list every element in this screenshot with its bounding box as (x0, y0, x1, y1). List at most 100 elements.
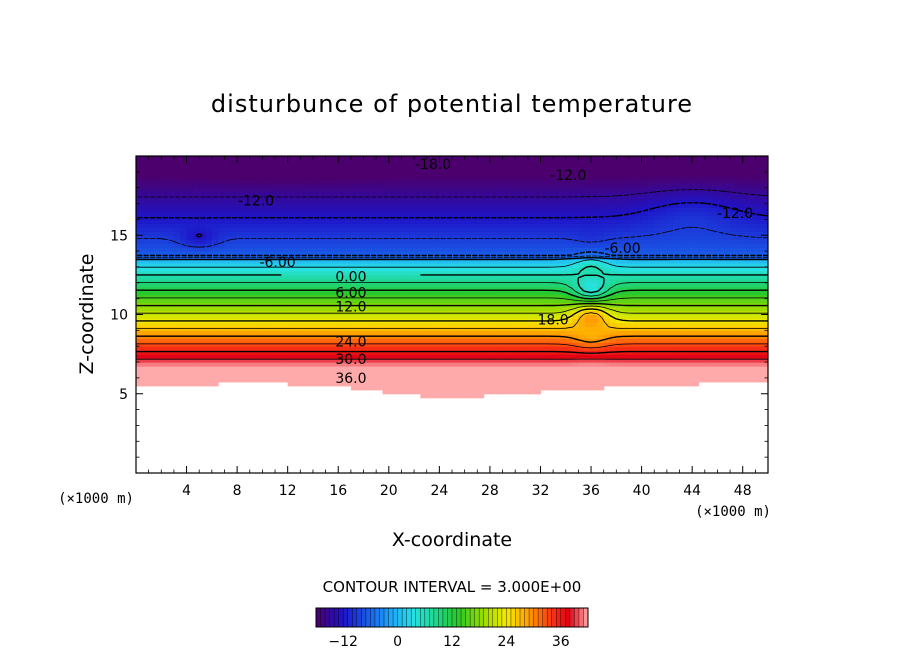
field-cell (294, 195, 301, 201)
field-cell (401, 175, 409, 181)
field-cell (426, 373, 434, 379)
field-cell (464, 350, 472, 355)
field-cell (426, 199, 434, 205)
field-cell (161, 294, 169, 300)
field-cell (414, 298, 421, 304)
field-cell (148, 175, 156, 181)
field-cell (610, 286, 617, 292)
field-cell (142, 354, 150, 359)
field-cell (483, 389, 491, 395)
field-cell (319, 187, 327, 193)
field-cell (591, 199, 598, 205)
field-cell (218, 171, 226, 177)
field-cell (224, 278, 232, 284)
field-cell (534, 231, 542, 236)
field-cell (136, 243, 143, 248)
field-cell (369, 294, 377, 300)
field-cell (565, 223, 573, 228)
field-cell (401, 195, 409, 201)
field-cell (565, 231, 573, 236)
field-cell (388, 199, 396, 205)
field-cell (515, 385, 523, 391)
field-cell (483, 219, 491, 224)
field-cell (395, 322, 403, 327)
field-cell (294, 294, 301, 300)
field-cell (256, 247, 263, 252)
field-cell (249, 366, 257, 371)
field-cell (597, 278, 605, 284)
field-cell (553, 251, 561, 256)
field-cell (654, 314, 662, 320)
field-cell (515, 322, 523, 327)
field-cell (540, 274, 548, 280)
field-cell (458, 294, 466, 300)
field-cell (331, 366, 339, 371)
field-cell (622, 227, 630, 232)
field-cell (230, 354, 238, 359)
field-cell (464, 163, 472, 169)
field-cell (477, 247, 485, 252)
field-cell (414, 381, 421, 387)
field-cell (331, 156, 339, 161)
field-cell (154, 159, 162, 165)
field-cell (275, 266, 282, 272)
field-cell (477, 290, 485, 296)
field-cell (508, 286, 516, 292)
field-cell (319, 342, 327, 347)
field-cell (275, 247, 282, 252)
field-cell (407, 251, 415, 256)
field-cell (369, 274, 377, 280)
field-cell (414, 274, 421, 280)
field-cell (388, 262, 396, 268)
field-cell (350, 330, 358, 335)
field-cell (654, 163, 662, 169)
field-cell (192, 235, 200, 240)
field-cell (420, 171, 428, 177)
field-cell (136, 362, 143, 367)
field-cell (218, 354, 226, 359)
field-cell (237, 259, 245, 264)
field-cell (287, 274, 295, 280)
field-cell (395, 156, 403, 161)
field-cell (647, 215, 655, 220)
field-cell (167, 211, 175, 217)
field-cell (154, 322, 162, 327)
field-cell (660, 330, 668, 335)
field-cell (521, 163, 529, 169)
field-cell (388, 330, 396, 335)
field-cell (578, 211, 586, 217)
field-cell (445, 223, 453, 228)
field-cell (647, 373, 655, 379)
field-cell (654, 302, 662, 308)
field-cell (603, 207, 611, 213)
field-cell (161, 223, 169, 228)
field-cell (268, 179, 276, 185)
field-cell (275, 274, 282, 280)
field-cell (363, 199, 371, 205)
field-cell (527, 306, 535, 312)
field-cell (382, 314, 390, 320)
field-cell (616, 187, 624, 193)
field-cell (243, 362, 251, 367)
field-cell (312, 306, 320, 312)
field-cell (420, 231, 428, 236)
field-cell (199, 369, 207, 375)
field-cell (597, 215, 605, 220)
field-cell (350, 183, 358, 189)
field-cell (268, 377, 276, 383)
field-cell (312, 274, 320, 280)
field-cell (192, 302, 200, 308)
field-cell (167, 314, 175, 320)
field-cell (319, 179, 327, 185)
field-cell (154, 203, 162, 209)
field-cell (357, 290, 365, 296)
field-cell (186, 342, 194, 347)
field-cell (458, 366, 466, 371)
field-cell (616, 199, 624, 205)
field-cell (470, 167, 478, 173)
field-cell (439, 330, 447, 335)
field-cell (433, 247, 440, 252)
field-cell (243, 235, 251, 240)
field-cell (546, 346, 554, 351)
field-cell (559, 195, 567, 201)
